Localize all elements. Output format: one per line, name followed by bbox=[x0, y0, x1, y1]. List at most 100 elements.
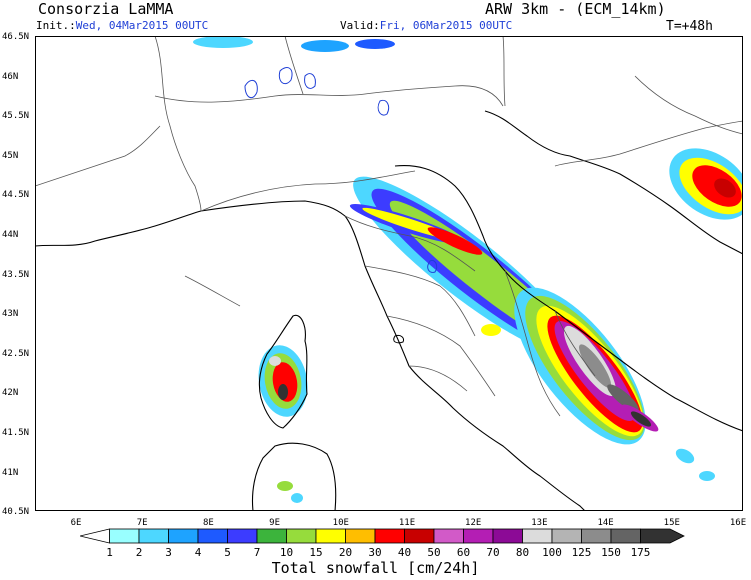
lon-label: 10E bbox=[332, 518, 349, 528]
colorbar-cell bbox=[374, 528, 405, 544]
coastline bbox=[35, 210, 202, 247]
colorbar-cell bbox=[551, 528, 582, 544]
colorbar-label: 20 bbox=[338, 546, 353, 559]
border-line bbox=[154, 36, 202, 212]
lat-label: 43.5N bbox=[2, 269, 30, 280]
lon-label: 7E bbox=[136, 518, 148, 528]
colorbar-cell bbox=[345, 528, 376, 544]
geography-layer bbox=[35, 36, 743, 511]
lat-label: 42.5N bbox=[2, 348, 30, 359]
snow-region-north-apennines bbox=[427, 227, 483, 255]
lon-label: 11E bbox=[398, 518, 416, 528]
colorbar-label: 80 bbox=[515, 546, 530, 559]
snow-region-south bbox=[481, 324, 501, 336]
sardinia-outline bbox=[251, 442, 337, 511]
colorbar-cell bbox=[286, 528, 317, 544]
lat-label: 40.5N bbox=[2, 507, 30, 518]
colorbar-cell bbox=[256, 528, 287, 544]
colorbar-label: 60 bbox=[456, 546, 471, 559]
border-line bbox=[634, 75, 743, 135]
colorbar-cell bbox=[522, 528, 553, 544]
lat-label: 44.5N bbox=[2, 190, 30, 201]
snow-region-croatia bbox=[714, 178, 736, 198]
valid-value: Fri, 06Mar2015 00UTC bbox=[379, 19, 513, 32]
lat-label: 46.5N bbox=[2, 32, 30, 42]
colorbar-cell bbox=[581, 528, 612, 544]
lake-outline bbox=[244, 79, 258, 99]
snow-region-apennines bbox=[607, 384, 639, 412]
colorbar-label: 175 bbox=[630, 546, 651, 559]
colorbar bbox=[80, 528, 685, 544]
snow-region-alps bbox=[355, 39, 395, 49]
border-line bbox=[284, 36, 304, 95]
colorbar-cell bbox=[610, 528, 641, 544]
snow-region-alps bbox=[301, 40, 349, 52]
snowfall-map bbox=[35, 36, 743, 511]
lat-label: 45.5N bbox=[2, 111, 30, 122]
snow-region-south bbox=[675, 448, 695, 464]
snow-region-apennines bbox=[630, 411, 652, 427]
lat-label: 44N bbox=[2, 230, 19, 240]
elba-outline bbox=[393, 335, 404, 344]
snow-region-alps bbox=[193, 36, 253, 48]
lat-label: 41.5N bbox=[2, 428, 30, 438]
lat-label: 41N bbox=[2, 467, 19, 478]
colorbar-label: 15 bbox=[309, 546, 323, 559]
colorbar-cell bbox=[109, 528, 140, 544]
colorbar-label: 4 bbox=[194, 546, 202, 559]
valid-label: Valid: bbox=[340, 19, 380, 32]
border-line bbox=[504, 270, 561, 417]
snow-region-sardinia bbox=[291, 493, 303, 503]
init-line: Init.:Wed, 04Mar2015 00UTC bbox=[36, 19, 208, 32]
coastline bbox=[394, 165, 743, 432]
colorbar-label: 100 bbox=[542, 546, 562, 559]
lat-label: 46N bbox=[2, 71, 19, 82]
colorbar-label: 125 bbox=[571, 546, 592, 559]
colorbar-cell bbox=[315, 528, 346, 544]
colorbar-label: 7 bbox=[253, 546, 261, 559]
colorbar-label: 5 bbox=[224, 546, 231, 559]
snow-region-apennines bbox=[579, 344, 611, 388]
lon-label: 6E bbox=[70, 518, 82, 528]
colorbar-cell bbox=[433, 528, 464, 544]
border-line bbox=[408, 365, 468, 392]
border-line bbox=[386, 315, 496, 397]
colorbar-label: 70 bbox=[486, 546, 500, 559]
border-line bbox=[554, 310, 596, 377]
colorbar-label: 1 bbox=[106, 546, 113, 559]
lon-label: 12E bbox=[465, 518, 482, 528]
snow-region-south bbox=[699, 471, 715, 481]
colorbar-cell bbox=[227, 528, 258, 544]
lat-label: 43N bbox=[2, 309, 19, 320]
border-line bbox=[364, 265, 476, 337]
lat-label: 42N bbox=[2, 388, 19, 399]
border-line bbox=[344, 215, 476, 272]
colorbar-label: 2 bbox=[135, 546, 143, 559]
coastline bbox=[200, 200, 586, 511]
colorbar-cell bbox=[168, 528, 199, 544]
corsica-outline bbox=[258, 314, 308, 429]
colorbar-label: 30 bbox=[368, 546, 382, 559]
colorbar-label: 40 bbox=[397, 546, 412, 559]
border-line bbox=[35, 125, 161, 187]
lon-label: 9E bbox=[269, 518, 281, 528]
lon-label: 15E bbox=[663, 518, 680, 528]
snow-region-corsica bbox=[278, 384, 288, 400]
border-line bbox=[200, 170, 416, 212]
colorbar-title: Total snowfall [cm/24h] bbox=[271, 559, 480, 577]
colorbar-cell bbox=[404, 528, 435, 544]
snowfall-field bbox=[193, 36, 743, 503]
colorbar-cell bbox=[463, 528, 494, 544]
colorbar-label: 3 bbox=[165, 546, 172, 559]
lead-time: T=+48h bbox=[666, 19, 713, 34]
coastline bbox=[484, 110, 743, 255]
lake-outline bbox=[377, 99, 390, 116]
lat-label: 45N bbox=[2, 150, 19, 161]
border-line bbox=[502, 36, 506, 107]
lon-label: 16E bbox=[729, 518, 747, 528]
lake-outline bbox=[304, 73, 316, 89]
colorbar-cell bbox=[640, 528, 685, 544]
snow-region-sardinia bbox=[277, 481, 293, 491]
model-title: ARW 3km - (ECM_14km) bbox=[485, 0, 666, 18]
border-line bbox=[554, 120, 743, 167]
